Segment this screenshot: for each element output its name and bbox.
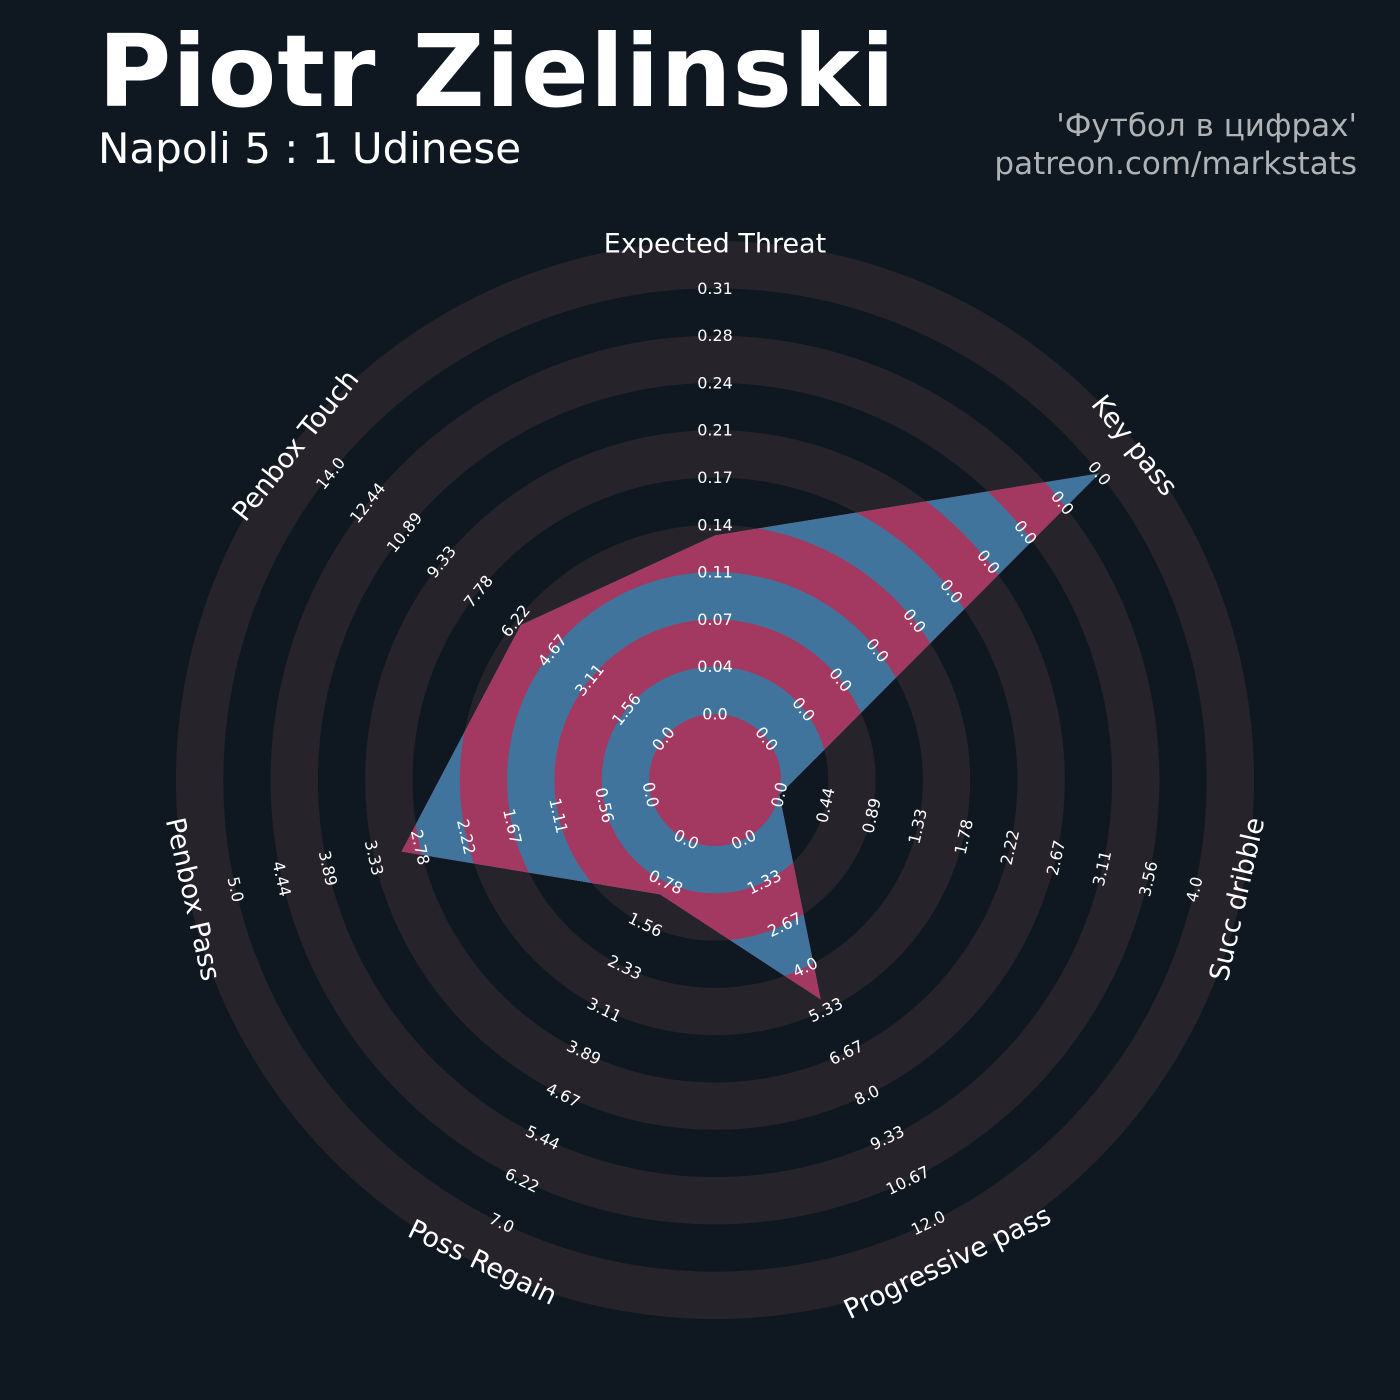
polygon-band (649, 714, 781, 846)
tick-label: 0.28 (697, 326, 733, 345)
param-label: Expected Threat (604, 229, 826, 260)
credit-line-2[interactable]: patreon.com/markstats (994, 146, 1357, 182)
tick-label: 0.24 (697, 373, 733, 392)
tick-label: 0.07 (697, 610, 733, 629)
credit-line-1: 'Футбол в цифрах' (1056, 108, 1357, 144)
tick-label: 0.04 (697, 657, 733, 676)
tick-label: 0.17 (697, 468, 733, 487)
tick-label: 0.31 (697, 279, 733, 298)
page-title: Piotr Zielinski (98, 13, 896, 130)
tick-label: 0.21 (697, 421, 733, 440)
match-subtitle: Napoli 5 : 1 Udinese (98, 124, 522, 173)
tick-label: 0.11 (697, 563, 733, 582)
tick-label: 0.14 (697, 515, 733, 534)
tick-label: 0.0 (702, 705, 727, 724)
